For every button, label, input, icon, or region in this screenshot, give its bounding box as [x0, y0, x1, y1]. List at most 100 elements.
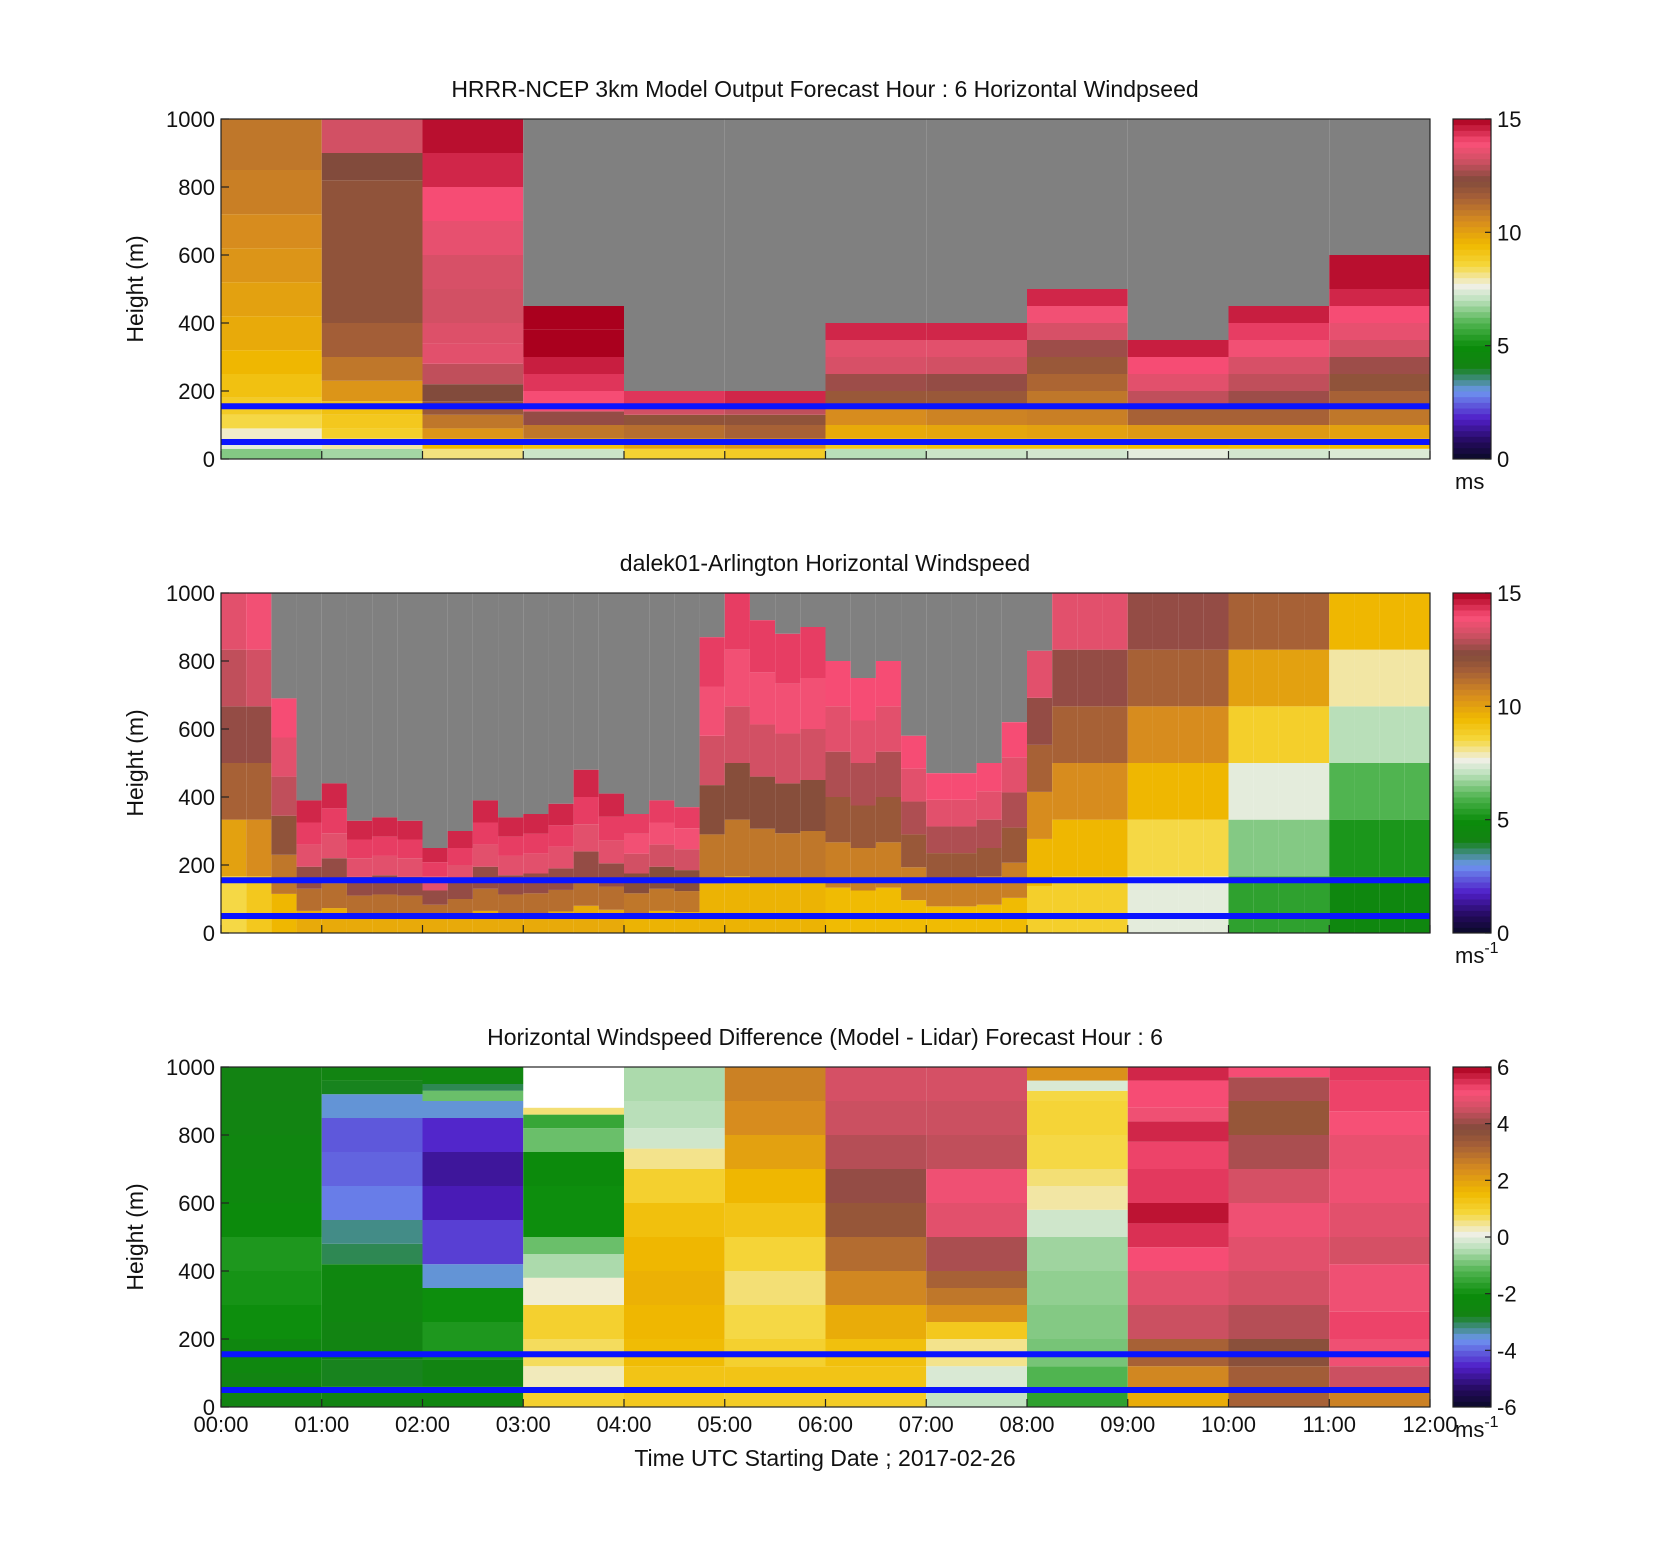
y-tick-label: 800	[178, 175, 215, 200]
heatmap-cell	[699, 883, 725, 933]
heatmap-cell	[321, 908, 347, 933]
colorbar-step	[1453, 272, 1491, 279]
heatmap-cell	[1127, 1305, 1229, 1339]
heatmap-cell	[422, 862, 448, 877]
heatmap-cell	[1329, 1135, 1430, 1169]
heatmap-cell	[1052, 763, 1078, 820]
colorbar-step	[1453, 1157, 1491, 1164]
colorbar-step	[1453, 797, 1491, 804]
heatmap-cell	[321, 833, 347, 859]
heatmap-cell	[926, 448, 1027, 459]
colorbar-step	[1453, 598, 1491, 605]
colorbar-step	[1453, 1140, 1491, 1147]
heatmap-cell	[1102, 649, 1128, 707]
colorbar-step	[1453, 1276, 1491, 1283]
colorbar-step	[1453, 249, 1491, 256]
no-data-cell	[951, 593, 977, 774]
colorbar-step	[1453, 825, 1491, 832]
heatmap-cell	[221, 248, 322, 283]
heatmap-cell	[321, 119, 423, 153]
heatmap-cell	[724, 414, 826, 425]
heatmap-cell	[447, 916, 473, 933]
heatmap-cell	[850, 890, 876, 933]
heatmap-cell	[825, 1237, 927, 1271]
colorbar-step	[1453, 1095, 1491, 1102]
heatmap-cell	[422, 414, 524, 429]
heatmap-cell	[372, 855, 398, 876]
colorbar-step	[1453, 1106, 1491, 1113]
heatmap-cell	[422, 1220, 524, 1265]
heatmap-cell	[875, 887, 902, 933]
heatmap-cell	[724, 1390, 826, 1407]
heatmap-cell	[1127, 819, 1153, 877]
heatmap-cell	[724, 763, 750, 820]
heatmap-cell	[624, 1148, 725, 1169]
heatmap-cell	[447, 882, 473, 899]
colorbar-step	[1453, 1067, 1491, 1074]
heatmap-cell	[1228, 1237, 1330, 1271]
heatmap-cell	[346, 895, 373, 915]
heatmap-cell	[901, 768, 927, 802]
panel-3-heatmap	[221, 1067, 1430, 1407]
heatmap-cell	[674, 807, 700, 829]
heatmap-cell	[1354, 819, 1380, 877]
colorbar-step	[1453, 1242, 1491, 1249]
colorbar-step	[1453, 791, 1491, 798]
heatmap-cell	[1253, 706, 1279, 763]
heatmap-cell	[1228, 1271, 1330, 1305]
colorbar-step	[1453, 1191, 1491, 1198]
colorbar-step	[1453, 1316, 1491, 1323]
heatmap-cell	[523, 1128, 624, 1152]
heatmap-cell	[296, 822, 322, 845]
heatmap-cell	[951, 826, 977, 854]
colorbar-step	[1453, 1384, 1491, 1391]
heatmap-cell	[624, 814, 650, 834]
heatmap-cell	[1278, 819, 1305, 877]
colorbar-step	[1453, 1361, 1491, 1368]
panel-3-title: Horizontal Windspeed Difference (Model -…	[487, 1024, 1163, 1050]
no-data-cell	[1001, 593, 1027, 723]
colorbar-step	[1453, 198, 1491, 205]
heatmap-cell	[1203, 819, 1229, 877]
panel-2-x-ticks	[220, 925, 1431, 933]
heatmap-cell	[926, 799, 952, 827]
colorbar-step	[1453, 921, 1491, 928]
heatmap-cell	[1027, 1135, 1128, 1169]
colorbar-step	[1453, 266, 1491, 273]
heatmap-cell	[1228, 448, 1330, 459]
heatmap-cell	[1127, 408, 1229, 425]
y-tick-label: 200	[178, 1327, 215, 1352]
heatmap-cell	[246, 706, 272, 763]
heatmap-cell	[1228, 819, 1254, 877]
colorbar-step	[1453, 865, 1491, 872]
heatmap-cell	[624, 425, 725, 439]
colorbar-step	[1453, 1305, 1491, 1312]
heatmap-cell	[724, 1271, 826, 1305]
colorbar-step	[1453, 1310, 1491, 1317]
heatmap-cell	[775, 733, 801, 784]
colorbar-step	[1453, 700, 1491, 707]
heatmap-cell	[1127, 649, 1153, 707]
heatmap-cell	[1203, 763, 1229, 820]
heatmap-cell	[1102, 819, 1128, 877]
heatmap-cell	[422, 1359, 524, 1387]
heatmap-cell	[850, 805, 876, 848]
heatmap-cell	[825, 340, 927, 357]
heatmap-cell	[825, 357, 927, 374]
heatmap-cell	[1178, 706, 1204, 763]
heatmap-cell	[1127, 1141, 1229, 1169]
heatmap-cell	[1203, 649, 1229, 707]
colorbar-tick-label: 10	[1497, 220, 1521, 245]
heatmap-cell	[422, 1288, 524, 1322]
heatmap-cell	[624, 1237, 725, 1271]
heatmap-cell	[321, 180, 423, 204]
heatmap-cell	[321, 883, 347, 909]
heatmap-cell	[246, 763, 272, 820]
heatmap-cell	[1027, 1080, 1128, 1091]
heatmap-cell	[1228, 1169, 1330, 1203]
heatmap-cell	[296, 844, 322, 867]
colorbar-step	[1453, 311, 1491, 318]
colorbar-step	[1453, 192, 1491, 199]
heatmap-cell	[1127, 425, 1229, 439]
